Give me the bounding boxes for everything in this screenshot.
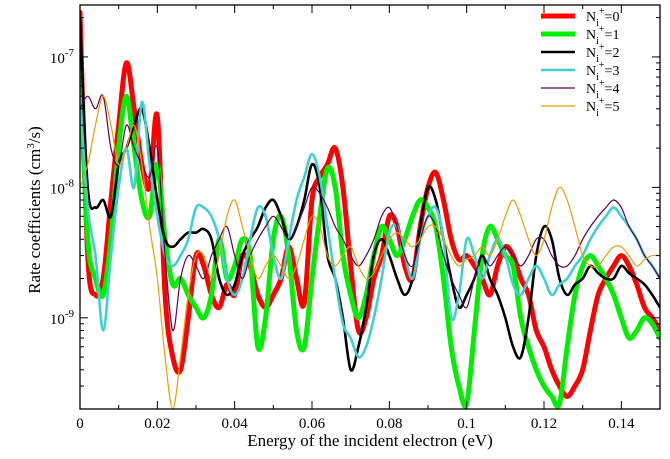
y-tick-label: 10-9 xyxy=(50,308,75,328)
x-tick-label: 0.1 xyxy=(457,416,476,432)
legend-label-2: Ni+=2 xyxy=(586,42,619,65)
y-tick-label: 10-8 xyxy=(50,177,75,197)
legend: Ni+=0Ni+=1Ni+=2Ni+=3Ni+=4Ni+=5 xyxy=(541,6,619,119)
series-line-2 xyxy=(80,16,660,372)
series-layer xyxy=(80,9,660,409)
plot-frame xyxy=(79,4,661,410)
legend-label-1: Ni+=1 xyxy=(586,24,619,47)
legend-label-4: Ni+=4 xyxy=(586,78,619,101)
series-line-3 xyxy=(80,94,660,359)
series-line-4 xyxy=(80,94,660,332)
legend-label-5: Ni+=5 xyxy=(586,96,619,119)
x-tick-label: 0 xyxy=(76,416,84,432)
legend-label-0: Ni+=0 xyxy=(586,6,619,29)
x-tick-label: 0.14 xyxy=(608,416,635,432)
x-tick-label: 0.02 xyxy=(144,416,170,432)
series-line-5 xyxy=(80,95,660,409)
y-tick-label: 10-7 xyxy=(50,47,75,67)
x-tick-label: 0.04 xyxy=(222,416,249,432)
x-tick-label: 0.12 xyxy=(531,416,557,432)
plot-background xyxy=(80,5,660,409)
y-axis-label: Rate coefficients (cm3/s) xyxy=(25,126,44,294)
legend-label-3: Ni+=3 xyxy=(586,60,619,83)
axes-layer: 0 0.02 0.04 0.06 0.08 0.1 0.12 0.14 10-9 10-8 10-7 xyxy=(50,5,660,432)
x-tick-label: 0.06 xyxy=(299,416,326,432)
x-axis-label: Energy of the incident electron (eV) xyxy=(247,431,493,450)
series-line-1 xyxy=(80,67,660,409)
x-tick-label: 0.08 xyxy=(376,416,402,432)
